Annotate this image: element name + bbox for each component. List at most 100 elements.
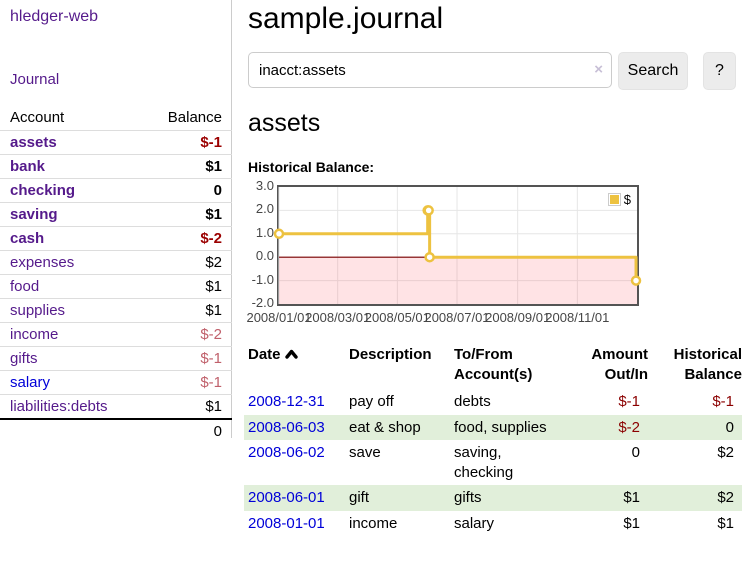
transaction-accounts: salary [454,514,495,532]
account-link[interactable]: gifts [10,349,38,367]
account-balance: $2 [137,250,232,275]
transaction-date-link[interactable]: 2008-06-02 [248,444,325,461]
account-heading: assets [248,109,321,137]
x-axis-tick: 2008/07/01 [424,310,490,325]
search-input[interactable] [248,52,612,88]
account-balance: $1 [137,154,232,179]
clear-search-icon[interactable]: × [594,61,603,78]
legend-swatch-icon [607,193,621,206]
register-header-amount: Amount Out/In [591,346,648,383]
transaction-amount: $1 [623,514,640,532]
transaction-description: pay off [349,393,394,410]
accounts-header-account: Account [10,109,65,126]
register-header-accounts: To/From Account(s) [454,346,533,383]
account-balance: $-2 [137,226,232,251]
chart-title: Historical Balance: [248,159,375,175]
register-header-balance: Historical Balance [673,346,742,383]
account-link[interactable]: liabilities:debts [10,397,108,415]
transaction-date-link[interactable]: 2008-12-31 [248,393,325,410]
search-button[interactable]: Search [618,52,688,90]
register-header-date[interactable]: Date [244,343,345,389]
transaction-accounts: food, supplies [454,418,547,436]
account-balance: $1 [137,394,232,419]
transaction-date-link[interactable]: 2008-01-01 [248,514,325,532]
transaction-description: save [349,444,381,461]
account-row: supplies $1 [0,298,232,323]
sidebar: hledger-web Journal Account Balance asse… [0,0,232,443]
historical-balance-chart: $ 3.0 2.0 1.0 0.0 -1.0 -2.0 2008/01/01 2008/03/… [246,178,742,327]
account-row: food $1 [0,274,232,299]
register-row: 2008-12-31 pay off debts $-1 $-1 [244,389,742,415]
transaction-amount: $-1 [618,393,640,410]
account-balance: 0 [137,178,232,203]
account-link[interactable]: supplies [10,301,66,319]
register-row: 2008-06-02 save saving, checking 0 $2 [244,440,742,485]
x-axis-tick: 2008/11/01 [545,310,610,325]
account-row: salary $-1 [0,370,232,395]
account-balance: $-1 [137,346,232,371]
account-link[interactable]: food [10,277,40,295]
account-link[interactable]: expenses [10,253,75,271]
account-row: liabilities:debts $1 [0,394,232,419]
main-content: sample.journal × Search ? assets Histori… [244,0,742,536]
sort-asc-icon [284,349,298,359]
account-link[interactable]: income [10,325,59,343]
y-axis-tick: 2.0 [255,201,274,217]
transaction-amount: $1 [623,489,640,506]
account-link[interactable]: bank [10,157,46,175]
account-row: expenses $2 [0,250,232,275]
account-row: income $-2 [0,322,232,347]
register-header-description: Description [349,346,432,363]
x-axis-tick: 2008/09/01 [485,310,551,325]
help-button[interactable]: ? [703,52,736,90]
accounts-total-row: 0 [0,418,232,443]
transaction-balance: $1 [717,514,734,532]
chart-legend: $ [605,191,633,208]
y-axis-tick: 0.0 [255,248,274,264]
register-header-row: Date Description To/From Account(s) Amou… [244,343,742,389]
transaction-accounts: gifts [454,489,482,506]
register-table: Date Description To/From Account(s) Amou… [244,343,742,536]
y-axis-tick: -1.0 [251,271,274,287]
account-row: cash $-2 [0,226,232,251]
register-row: 2008-06-03 eat & shop food, supplies $-2… [244,414,742,440]
transaction-balance: $2 [717,444,734,461]
transaction-date-link[interactable]: 2008-06-03 [248,418,325,436]
account-balance: $1 [137,274,232,299]
account-balance: $-1 [137,130,232,155]
account-balance: $1 [137,202,232,227]
legend-label: $ [623,192,631,207]
sidebar-item-journal[interactable]: Journal [10,71,60,88]
transaction-accounts: saving, checking [454,444,514,481]
account-link[interactable]: cash [10,229,45,247]
accounts-header-row: Account Balance [0,106,232,131]
account-balance: $-1 [137,370,232,395]
chart-plot-area [273,185,642,306]
account-balance: $-2 [137,322,232,347]
transaction-description: eat & shop [349,418,421,436]
app-title-link[interactable]: hledger-web [10,8,99,25]
account-link[interactable]: assets [10,133,57,151]
transaction-amount: $-2 [618,418,640,436]
accounts-table: Account Balance assets $-1 bank $1 check… [0,106,232,443]
account-link[interactable]: saving [10,205,58,223]
y-axis-tick: -2.0 [251,295,274,310]
account-row: checking 0 [0,178,232,203]
search-form: × Search ? [248,52,742,90]
register-row: 2008-06-01 gift gifts $1 $2 [244,485,742,511]
y-axis-tick: 1.0 [255,224,274,240]
account-row: bank $1 [0,154,232,179]
account-row: saving $1 [0,202,232,227]
account-row: gifts $-1 [0,346,232,371]
transaction-date-link[interactable]: 2008-06-01 [248,489,325,506]
account-link[interactable]: checking [10,181,76,199]
account-link[interactable]: salary [10,373,51,391]
x-axis-tick: 2008/03/01 [305,310,371,325]
y-axis-tick: 3.0 [255,178,274,193]
page-title: sample.journal [248,2,444,35]
accounts-header-balance: Balance [167,109,222,126]
transaction-balance: $-1 [712,393,734,410]
accounts-total-balance: 0 [137,418,232,443]
transaction-balance: $2 [717,489,734,506]
transaction-accounts: debts [454,393,491,410]
